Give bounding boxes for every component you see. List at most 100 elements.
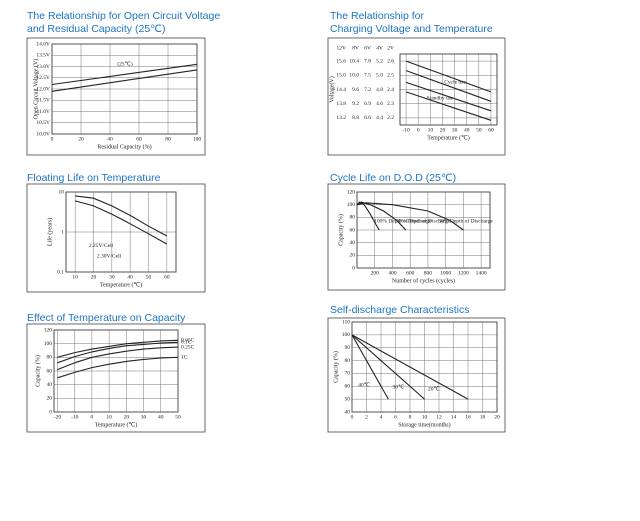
series-line	[356, 202, 464, 231]
y-tick-label: 7.8	[364, 58, 371, 64]
y-tick-label: 80	[345, 358, 351, 364]
y-tick-label: 20	[350, 253, 356, 259]
y-tick-label: 12.5V	[36, 75, 50, 81]
x-tick-label: 30	[109, 274, 115, 280]
series-line	[57, 339, 179, 358]
x-tick-label: 20	[78, 136, 84, 142]
x-tick-label: 40	[107, 136, 113, 142]
series-line	[75, 200, 168, 245]
x-tick-label: 4	[380, 414, 383, 420]
y-tick-label: 13.5V	[36, 53, 50, 59]
x-tick-label: 80	[165, 136, 171, 142]
x-tick-label: 1400	[476, 270, 487, 276]
x-tick-label: 20	[124, 414, 130, 420]
x-tick-label: 60	[136, 136, 142, 142]
chart-title: Cycle Life on D.O.D (25℃)	[330, 172, 456, 184]
panel-frame	[327, 37, 506, 156]
x-tick-label: 0	[91, 414, 94, 420]
x-tick-label: 50	[146, 274, 152, 280]
y-tick-label: 10	[59, 189, 65, 195]
y-axis-label: Open Circuit Voltage (V)	[32, 59, 39, 120]
x-tick-label: 40	[464, 127, 470, 133]
series-label: 100% Depth of Discharge	[374, 217, 432, 224]
x-tick-label: 40	[127, 274, 133, 280]
x-tick-label: 60	[488, 127, 494, 133]
y-tick-label: 14.0V	[36, 41, 50, 47]
y-tick-label: 100	[347, 202, 356, 208]
y-tick-label: 40	[345, 409, 351, 415]
y-tick-label: 13.8	[336, 101, 346, 107]
panel-frame	[327, 183, 506, 291]
y-tick-label: 60	[47, 368, 53, 374]
y-tick-label: 10.4	[349, 58, 359, 64]
x-tick-label: 16	[465, 414, 471, 420]
y-tick-label: 2.2	[387, 115, 394, 121]
series-line	[51, 63, 198, 86]
panel-frame	[26, 183, 206, 293]
y-tick-label: 4.8	[376, 87, 383, 93]
series-line	[405, 91, 492, 121]
chart-title: and Residual Capacity (25℃)	[27, 23, 165, 35]
y-tick-label: 7.2	[364, 87, 371, 93]
x-tick-label: 18	[480, 414, 486, 420]
y-axis-label: Voltage(V)	[328, 76, 335, 103]
y-tick-label: 15.6	[336, 58, 346, 64]
y-tick-label: 10.0	[349, 73, 359, 79]
panel-frame	[26, 37, 206, 156]
x-tick-label: 50	[175, 414, 181, 420]
series-line	[57, 346, 179, 371]
series-label: 2.30V/Cell	[97, 253, 122, 259]
y-tick-label: 4.6	[376, 101, 383, 107]
y-axis-label: Capacity (%)	[332, 351, 339, 383]
y-tick-label: 20	[47, 396, 53, 402]
series-label: 30℃	[393, 384, 406, 390]
y-tick-label: 100	[342, 332, 351, 338]
x-tick-label: 2	[365, 414, 368, 420]
series-label: 20℃	[428, 386, 441, 392]
y-tick-label: 9.2	[352, 101, 359, 107]
x-tick-label: -10	[71, 414, 79, 420]
annotation: (25℃)	[117, 60, 133, 67]
series-line	[351, 334, 389, 400]
x-tick-label: 800	[424, 270, 433, 276]
series-label: 0.1C	[181, 340, 192, 346]
x-tick-label: 50	[476, 127, 482, 133]
series-label: 0.25C	[181, 344, 195, 350]
y-tick-label: 120	[347, 189, 356, 195]
y-tick-label: 0.1	[57, 269, 64, 275]
y-tick-label: 0	[352, 265, 355, 271]
y-tick-label: 60	[350, 227, 356, 233]
panel-frame	[327, 317, 506, 433]
x-tick-label: 1000	[440, 270, 451, 276]
y-axis-header: 4V	[376, 45, 383, 51]
series-label: 30% Depth of Discharge	[438, 217, 493, 224]
x-axis-label: Temperature (℃)	[95, 421, 137, 428]
x-tick-label: 14	[451, 414, 457, 420]
x-axis-label: Storage time(months)	[398, 421, 450, 428]
y-axis-label: Life (years)	[46, 218, 53, 246]
x-tick-label: 20	[494, 414, 500, 420]
x-tick-label: 0	[351, 414, 354, 420]
x-tick-label: 10	[428, 127, 434, 133]
y-tick-label: 80	[350, 215, 356, 221]
series-label: 1C	[181, 355, 188, 361]
x-tick-label: 12	[436, 414, 442, 420]
x-tick-label: 30	[452, 127, 458, 133]
x-tick-label: 60	[164, 274, 170, 280]
y-tick-label: 8.8	[352, 115, 359, 121]
chart-title: Floating Life on Temperature	[27, 172, 161, 184]
x-tick-label: 8	[409, 414, 412, 420]
y-axis-label: Capacity (%)	[34, 355, 41, 387]
chart-title: The Relationship for	[330, 10, 424, 22]
y-axis-header: 2V	[387, 45, 394, 51]
y-tick-label: 5.2	[376, 58, 383, 64]
x-tick-label: 600	[406, 270, 415, 276]
y-tick-label: 7.5	[364, 73, 371, 79]
y-tick-label: 9.6	[352, 87, 359, 93]
y-tick-label: 5.0	[376, 73, 383, 79]
panel-frame	[26, 323, 206, 433]
y-tick-label: 40	[350, 240, 356, 246]
y-tick-label: 6.9	[364, 101, 371, 107]
x-tick-label: 100	[193, 136, 202, 142]
x-tick-label: -10	[402, 127, 410, 133]
